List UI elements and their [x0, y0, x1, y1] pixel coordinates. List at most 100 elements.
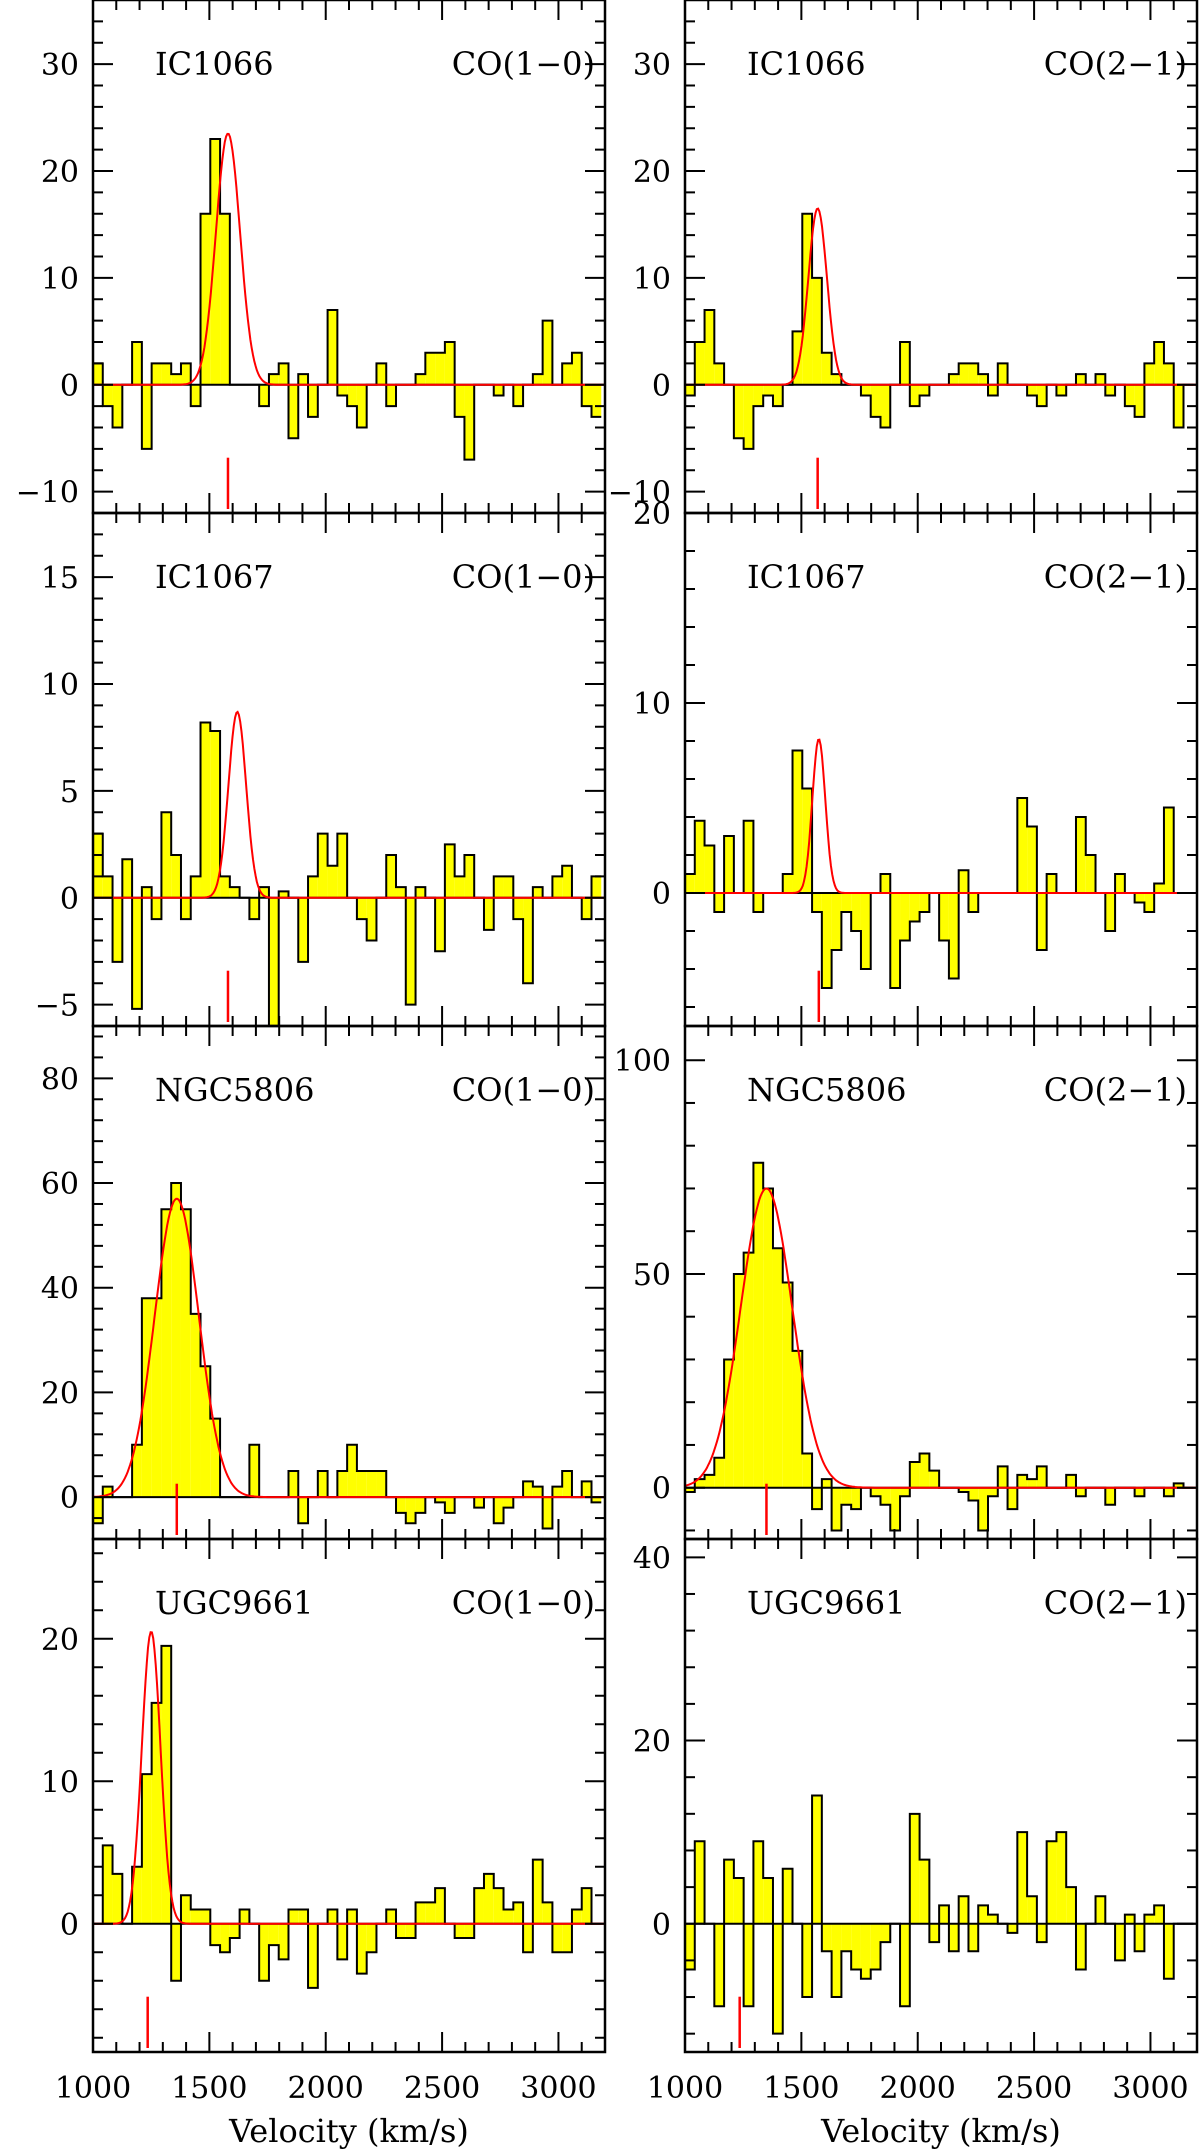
spectrum-bin [802, 1923, 813, 1998]
line-label: CO(2−1) [1044, 1584, 1187, 1622]
spectrum-bin [909, 384, 920, 407]
spectrum-bin [132, 1866, 142, 1924]
spectrum-bin [1007, 1923, 1018, 1933]
spectrum-bin [93, 1497, 103, 1524]
spectrum-bin [562, 1923, 572, 1953]
spectrum-bin [1134, 1487, 1145, 1497]
plot-area [93, 1182, 605, 1535]
spectrum-bin [513, 1902, 524, 1924]
spectrum-bin [685, 874, 695, 893]
spectrum-bin [591, 876, 602, 898]
spectrum-bin [948, 1923, 959, 1952]
spectrum-bin [909, 893, 920, 922]
spectrum-bin [220, 1923, 230, 1953]
galaxy-label: IC1067 [747, 558, 866, 596]
y-tick-label: 50 [633, 1258, 671, 1293]
spectrum-bin [210, 1923, 221, 1946]
gaussian-fit [93, 710, 605, 899]
spectrum-bin [444, 1497, 455, 1513]
x-axis-title: Velocity (km/s) [820, 2112, 1061, 2150]
spectrum-panel: 0 20 40 60 80 NGC5806 CO(1−0) [41, 1024, 607, 1541]
spectrum-bin [141, 1298, 152, 1498]
spectrum-bin [454, 384, 465, 417]
spectrum-bin [532, 374, 543, 385]
spectrum-bin [880, 1487, 891, 1505]
spectrum-bin [532, 887, 543, 898]
spectrum-bin [968, 1487, 979, 1501]
spectrum-bin [1036, 893, 1047, 950]
spectrum-bin [772, 1923, 783, 2034]
spectrum-bin [851, 1487, 861, 1510]
spectrum-bin [366, 1470, 377, 1498]
spectrum-bin [753, 384, 764, 407]
spectrum-bin [102, 384, 113, 407]
spectrum-bin [298, 1909, 309, 1924]
spectrum-bin [356, 1470, 367, 1498]
spectrum-bin [1163, 1923, 1174, 1979]
spectrum-bin [317, 833, 328, 898]
spectrum-bin [1124, 384, 1135, 407]
spectrum-outline [93, 137, 602, 461]
spectrum-bin [782, 874, 793, 893]
spectrum-bin [171, 1923, 181, 1981]
spectrum-outline [93, 1644, 602, 1989]
spectrum-bin [180, 897, 191, 920]
spectrum-bin [1036, 384, 1047, 407]
spectrum-bin [220, 213, 230, 385]
spectrum-bin [396, 1923, 406, 1938]
spectrum-bin [190, 876, 201, 898]
spectrum-bin [132, 897, 142, 1009]
spectrum-bin [1036, 1466, 1047, 1488]
spectrum-bin [948, 893, 959, 979]
spectrum-bin [347, 1909, 357, 1924]
spectrum-bin [562, 1470, 572, 1498]
y-tick-label: −10 [16, 476, 79, 511]
spectrum-bin [180, 1895, 191, 1924]
spectrum-bin [919, 384, 930, 396]
spectrum-bin [405, 1497, 416, 1524]
plot-area [93, 1631, 605, 2048]
spectrum-bin [821, 1923, 832, 1952]
spectrum-bin [298, 1497, 309, 1524]
spectrum-bin [724, 1859, 734, 1924]
spectrum-bin [743, 1923, 754, 2007]
y-tick-label: 20 [41, 155, 79, 190]
spectrum-bin [694, 342, 705, 385]
spectrum-bin [1085, 855, 1096, 893]
spectrum-bin [1134, 1923, 1145, 1952]
x-tick-label: 2000 [288, 2071, 364, 2106]
y-tick-label: 0 [652, 369, 671, 404]
spectrum-bin [513, 897, 524, 920]
spectrum-bin [1134, 893, 1145, 903]
y-tick-label: 15 [41, 561, 79, 596]
spectrum-bin [268, 1923, 279, 1946]
spectrum-bin [1105, 893, 1116, 931]
y-tick-label: 40 [41, 1272, 79, 1307]
spectrum-bin [102, 1845, 113, 1924]
spectrum-bin [772, 384, 783, 407]
spectrum-bin [249, 897, 260, 920]
spectrum-bin [968, 363, 979, 385]
spectrum-bin [229, 887, 240, 898]
spectrum-bin [997, 1466, 1008, 1488]
spectrum-bin [132, 342, 142, 385]
spectrum-bin [1027, 826, 1037, 893]
y-tick-label: 100 [614, 1044, 671, 1079]
spectrum-bin [753, 1162, 764, 1488]
spectrum-bin [753, 1841, 764, 1924]
y-tick-label: 20 [633, 1725, 671, 1760]
spectrum-bin [503, 1497, 514, 1508]
galaxy-label: UGC9661 [747, 1584, 905, 1622]
spectrum-bin [220, 876, 230, 898]
spectrum-bin [880, 384, 891, 428]
spectrum-bin [141, 384, 152, 449]
spectrum-bin [93, 363, 103, 385]
spectrum-bin [694, 1841, 705, 1924]
galaxy-label: IC1067 [155, 558, 274, 596]
spectrum-bin [464, 384, 475, 460]
spectrum-bin [812, 893, 822, 912]
spectrum-bin [288, 1909, 299, 1924]
spectrum-bin [288, 384, 299, 439]
y-tick-label: 10 [41, 262, 79, 297]
spectrum-bin [444, 342, 455, 385]
